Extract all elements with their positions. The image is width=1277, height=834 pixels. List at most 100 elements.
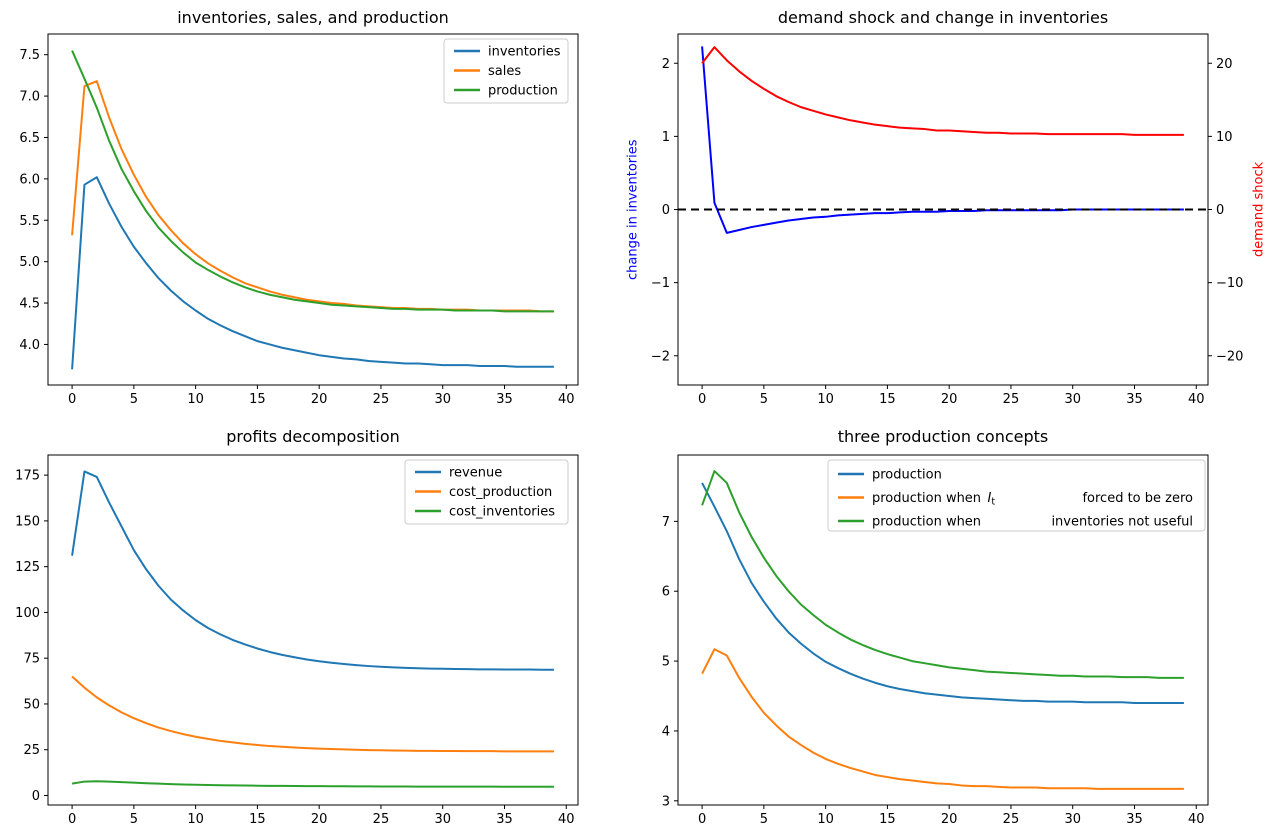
y-tick-label: 100 — [15, 606, 40, 621]
subplot-three-production-concepts: three production concepts 0 5 10 15 20 25 30 35… — [620, 417, 1277, 834]
legend-label: production — [488, 84, 558, 99]
series-line-inventories — [71, 176, 554, 370]
x-tick-label: 0 — [68, 812, 76, 827]
y-tick-label: 2 — [662, 57, 670, 72]
x-tick-label: 20 — [941, 392, 958, 407]
y-tick-label: 1 — [662, 130, 670, 145]
y-tick-label: 7.5 — [19, 48, 40, 63]
legend-frame — [404, 459, 569, 525]
x-tick-label: 10 — [187, 812, 204, 827]
series-line-production-when-inventories-not-useful — [701, 470, 1184, 679]
series-line-production — [71, 50, 554, 313]
x-tick-label: 25 — [1003, 812, 1020, 827]
x-tick-label: 40 — [558, 812, 575, 827]
series-line-cost-inventories — [71, 780, 554, 788]
legend-label: sales — [488, 64, 521, 79]
x-tick-label: 0 — [68, 392, 76, 407]
y-tick-label: 5 — [662, 655, 670, 670]
legend-frame — [443, 38, 569, 104]
legend-label: production when — [872, 515, 981, 530]
x-tick-label: 5 — [130, 392, 138, 407]
right-y-tick-label: 20 — [1216, 57, 1233, 72]
series-line-demand-shock — [701, 46, 1184, 136]
y-tick-label: 7 — [662, 515, 670, 530]
axes-frame — [47, 33, 579, 386]
y-tick-label: 6.5 — [19, 131, 40, 146]
x-tick-label: 35 — [1126, 392, 1143, 407]
x-tick-label: 25 — [373, 392, 390, 407]
subplot-canvas: 0 5 10 15 20 25 30 35 4034567productionproductio… — [662, 454, 1209, 827]
series-line-change-in-inventories — [701, 46, 1184, 234]
subplot-title: inventories, sales, and production — [177, 8, 449, 27]
legend-label: cost_production — [449, 485, 552, 500]
x-tick-label: 15 — [879, 392, 896, 407]
legend-label: inventories — [488, 45, 561, 60]
subplot-profits-decomposition: profits decomposition 0 5 10 15 20 25 30 35 40 0 2… — [0, 417, 640, 834]
y-tick-label: 4.5 — [19, 297, 40, 312]
series-line-production — [701, 482, 1184, 704]
y-tick-label: 75 — [23, 652, 40, 667]
x-tick-label: 20 — [941, 812, 958, 827]
x-tick-label: 35 — [496, 812, 513, 827]
axes-frame — [677, 33, 1209, 386]
y-tick-label: −2 — [651, 349, 670, 364]
subplot-canvas: 0 5 10 15 20 25 30 35 40 0 25 50 75 100 125 150 175 reven… — [15, 454, 579, 827]
y-tick-label: 125 — [15, 560, 40, 575]
legend-label: production when It — [872, 491, 995, 508]
y-tick-label: 25 — [23, 743, 40, 758]
subplot-title: profits decomposition — [226, 427, 400, 446]
subplot-canvas: 0 5 10 15 20 25 30 35 40 4.0 4.5 5.0 5.5 6.0 6.5 7.0 7.5… — [19, 33, 579, 407]
legend-box: revenue cost_production cost_inventories — [404, 459, 569, 525]
x-tick-label: 30 — [434, 392, 451, 407]
x-tick-label: 0 — [698, 812, 706, 827]
y-tick-label: 4 — [662, 724, 670, 739]
y-tick-label: 5.5 — [19, 214, 40, 229]
y-tick-label: 0 — [662, 203, 670, 218]
y-tick-label: −1 — [651, 276, 670, 291]
x-tick-label: 10 — [817, 812, 834, 827]
x-tick-label: 40 — [1188, 392, 1205, 407]
legend-label-right: inventories not useful — [1051, 515, 1193, 530]
x-tick-label: 40 — [558, 392, 575, 407]
y-tick-label: 3 — [662, 794, 670, 809]
x-tick-label: 40 — [1188, 812, 1205, 827]
y-tick-label: 150 — [15, 514, 40, 529]
right-y-tick-label: −10 — [1216, 276, 1243, 291]
x-tick-label: 15 — [879, 812, 896, 827]
x-tick-label: 20 — [311, 812, 328, 827]
right-y-tick-label: 0 — [1216, 203, 1224, 218]
subplot-title: three production concepts — [837, 427, 1049, 446]
legend-label: production — [872, 468, 942, 483]
subplot-inventories-sales-production: inventories, sales, and production 0 5 10 1… — [0, 0, 640, 417]
series-line-production-when-i-t-forced-to-be-zero — [701, 648, 1184, 790]
legend-label-right: forced to be zero — [1082, 491, 1193, 506]
x-tick-label: 10 — [187, 392, 204, 407]
legend-label: cost_inventories — [449, 505, 555, 520]
x-tick-label: 25 — [373, 812, 390, 827]
y-tick-label: 6 — [662, 585, 670, 600]
axes-frame — [47, 454, 579, 806]
right-y-tick-label: 10 — [1216, 130, 1233, 145]
legend-box: inventories sales production — [443, 38, 569, 104]
y-tick-label: 6.0 — [19, 172, 40, 187]
subplot-demand-shock-and-change-in-inventories: demand shock and change in inventories c… — [620, 0, 1277, 417]
x-tick-label: 5 — [760, 812, 768, 827]
x-tick-label: 30 — [1064, 392, 1081, 407]
x-tick-label: 5 — [130, 812, 138, 827]
x-tick-label: 0 — [698, 392, 706, 407]
x-tick-label: 15 — [249, 812, 266, 827]
series-line-revenue — [71, 470, 554, 671]
legend-box: production production when It forced to be… — [827, 459, 1206, 532]
x-tick-label: 35 — [1126, 812, 1143, 827]
axes-frame — [677, 454, 1209, 806]
x-tick-label: 10 — [817, 392, 834, 407]
legend-label: revenue — [449, 466, 502, 481]
x-tick-label: 25 — [1003, 392, 1020, 407]
series-line-sales — [71, 80, 554, 313]
y-tick-label: 175 — [15, 469, 40, 484]
y-tick-label: 4.0 — [19, 338, 40, 353]
x-tick-label: 15 — [249, 392, 266, 407]
y-tick-label: 7.0 — [19, 90, 40, 105]
series-line-cost-production — [71, 675, 554, 753]
